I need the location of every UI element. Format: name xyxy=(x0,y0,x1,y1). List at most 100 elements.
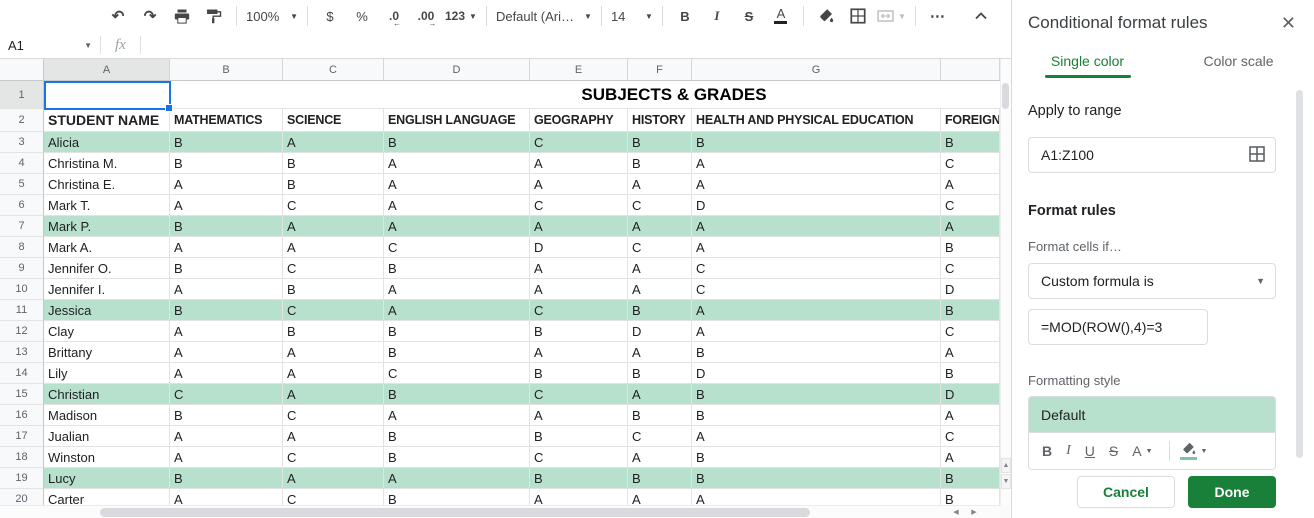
grid-cell[interactable]: B xyxy=(170,258,283,279)
select-all-corner[interactable] xyxy=(0,59,44,81)
grid-cell[interactable]: B xyxy=(530,321,628,342)
grid-cell[interactable]: A xyxy=(170,426,283,447)
row-header[interactable]: 5 xyxy=(0,174,44,195)
grid-cell[interactable]: A xyxy=(384,279,530,300)
horizontal-scrollbar[interactable]: ◀ ▶ xyxy=(0,505,1000,518)
increase-decimal-button[interactable]: .00 → xyxy=(417,9,437,28)
grid-cell[interactable]: A xyxy=(170,279,283,300)
grid-cell[interactable]: Alicia xyxy=(44,132,170,153)
grid-cell[interactable]: B xyxy=(170,153,283,174)
grid-cell[interactable]: C xyxy=(384,237,530,258)
decrease-decimal-button[interactable]: .0 ← xyxy=(388,9,401,28)
grid-cell[interactable]: B xyxy=(283,279,384,300)
text-color-button[interactable]: A xyxy=(765,4,797,28)
grid-cell[interactable]: Jennifer O. xyxy=(44,258,170,279)
grid-cell[interactable]: C xyxy=(941,258,1000,279)
grid-cell[interactable]: A xyxy=(170,363,283,384)
vertical-scrollbar-thumb[interactable] xyxy=(1002,83,1009,109)
horizontal-scrollbar-thumb[interactable] xyxy=(100,508,810,517)
row-header[interactable]: 19 xyxy=(0,468,44,489)
range-input[interactable]: A1:Z100 xyxy=(1028,137,1276,173)
grid-cell[interactable]: B xyxy=(628,132,692,153)
grid-cell[interactable]: Jennifer I. xyxy=(44,279,170,300)
grid-cell[interactable]: Mark P. xyxy=(44,216,170,237)
grid-cell[interactable]: D xyxy=(628,321,692,342)
grid-cell[interactable]: A xyxy=(692,300,941,321)
grid-cell[interactable]: A xyxy=(283,216,384,237)
row-header[interactable]: 13 xyxy=(0,342,44,363)
grid-cell[interactable]: Christina E. xyxy=(44,174,170,195)
grid-cell[interactable]: B xyxy=(283,174,384,195)
grid-cell[interactable]: D xyxy=(530,237,628,258)
row-header[interactable]: 9 xyxy=(0,258,44,279)
grid-cell[interactable]: Mark A. xyxy=(44,237,170,258)
grid-cell[interactable]: C xyxy=(283,447,384,468)
grid-cell[interactable]: A xyxy=(170,342,283,363)
grid-cell[interactable]: FOREIGN xyxy=(941,109,1000,132)
grid-cell[interactable]: Winston xyxy=(44,447,170,468)
style-underline-button[interactable]: U xyxy=(1084,443,1095,459)
grid-cell[interactable]: B xyxy=(692,384,941,405)
grid-cell[interactable]: B xyxy=(170,300,283,321)
style-italic-button[interactable]: I xyxy=(1066,443,1071,458)
row-header[interactable]: 6 xyxy=(0,195,44,216)
print-icon[interactable] xyxy=(166,4,198,28)
grid-cell[interactable]: B xyxy=(692,468,941,489)
merge-cells-button[interactable]: ▼ xyxy=(874,4,909,28)
grid-cell[interactable]: A xyxy=(941,447,1000,468)
grid-cell[interactable]: B xyxy=(692,447,941,468)
grid-cell[interactable]: Lily xyxy=(44,363,170,384)
scroll-down-arrow-icon[interactable]: ▼ xyxy=(1001,474,1011,489)
scroll-left-arrow-icon[interactable]: ◀ xyxy=(953,509,959,516)
row-header[interactable]: 18 xyxy=(0,447,44,468)
grid-cell[interactable]: C xyxy=(283,300,384,321)
grid-cell[interactable]: Clay xyxy=(44,321,170,342)
custom-formula-input[interactable]: =MOD(ROW(),4)=3 xyxy=(1028,309,1208,345)
grid-cell[interactable]: C xyxy=(530,447,628,468)
column-header[interactable]: A xyxy=(44,59,170,81)
grid-cell[interactable]: B xyxy=(530,363,628,384)
grid-cell[interactable]: C xyxy=(170,384,283,405)
grid-cell[interactable]: B xyxy=(941,468,1000,489)
grid-cell[interactable]: A xyxy=(170,237,283,258)
grid-cell[interactable]: B xyxy=(384,258,530,279)
grid-cell[interactable]: C xyxy=(628,237,692,258)
grid-cell[interactable]: B xyxy=(628,468,692,489)
style-bold-button[interactable]: B xyxy=(1042,443,1053,459)
grid-cell[interactable]: A xyxy=(170,174,283,195)
grid-cell[interactable]: D xyxy=(941,279,1000,300)
grid-cell[interactable]: C xyxy=(628,426,692,447)
row-header[interactable]: 15 xyxy=(0,384,44,405)
style-text-color-button[interactable]: A ▼ xyxy=(1132,443,1153,459)
grid-cell[interactable]: A xyxy=(384,216,530,237)
column-header[interactable]: B xyxy=(170,59,283,81)
grid-cell[interactable]: D xyxy=(941,384,1000,405)
grid-cell[interactable]: C xyxy=(941,195,1000,216)
grid-cell[interactable]: A xyxy=(692,153,941,174)
style-fill-color-button[interactable]: ▼ xyxy=(1179,442,1207,460)
grid-cell[interactable]: A xyxy=(692,174,941,195)
grid-cell[interactable]: B xyxy=(530,468,628,489)
grid-cell[interactable]: A xyxy=(384,468,530,489)
grid-cell[interactable]: HISTORY xyxy=(628,109,692,132)
row-header[interactable]: 3 xyxy=(0,132,44,153)
grid-cell[interactable]: C xyxy=(692,279,941,300)
grid-cell[interactable]: B xyxy=(941,300,1000,321)
grid-cell[interactable]: A xyxy=(692,321,941,342)
grid-cell[interactable]: Mark T. xyxy=(44,195,170,216)
grid-cell[interactable]: C xyxy=(530,384,628,405)
bold-button[interactable]: B xyxy=(680,8,690,24)
grid-cell[interactable]: A xyxy=(628,447,692,468)
grid-cell[interactable]: A xyxy=(941,405,1000,426)
grid-cell[interactable]: A xyxy=(283,468,384,489)
select-range-grid-icon[interactable] xyxy=(1249,145,1265,165)
style-strikethrough-button[interactable]: S xyxy=(1108,443,1119,459)
grid-cell[interactable]: A xyxy=(170,447,283,468)
grid-cell[interactable]: B xyxy=(941,132,1000,153)
percent-format-button[interactable]: % xyxy=(356,8,368,24)
more-toolbar-button[interactable]: ⋯ xyxy=(929,8,946,25)
grid-cell[interactable]: B xyxy=(384,447,530,468)
grid-cell[interactable]: C xyxy=(692,258,941,279)
grid-cell[interactable]: A xyxy=(384,300,530,321)
condition-select[interactable]: Custom formula is ▼ xyxy=(1028,263,1276,299)
